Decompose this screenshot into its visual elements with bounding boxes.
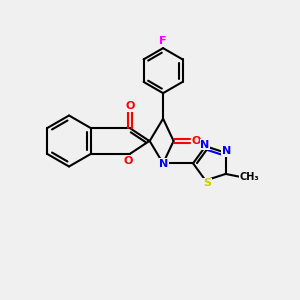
Text: CH₃: CH₃ (239, 172, 259, 182)
Text: O: O (192, 136, 201, 146)
Text: N: N (222, 146, 231, 156)
Text: N: N (159, 159, 168, 169)
Text: O: O (124, 156, 133, 166)
Text: F: F (159, 36, 167, 46)
Text: N: N (200, 140, 209, 150)
Text: O: O (125, 101, 135, 111)
Text: S: S (203, 178, 211, 188)
